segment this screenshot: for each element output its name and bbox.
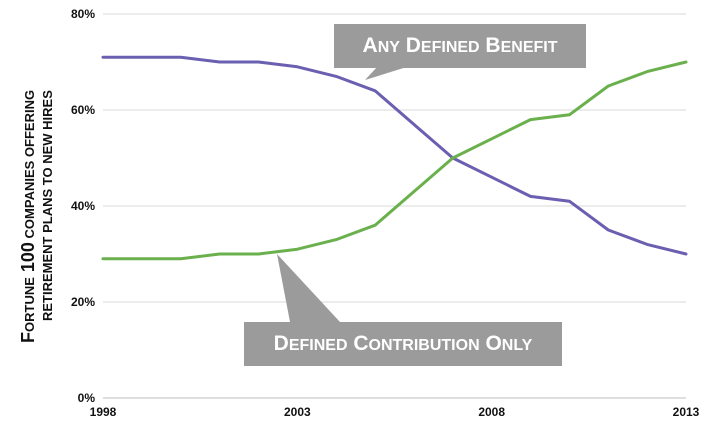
x-axis-ticks: 1998 2003 2008 2013 [90,405,700,419]
y-tick-label: 80% [71,7,95,21]
series-line-1 [101,60,688,261]
y-tick-label: 60% [71,103,95,117]
callout-defined-contribution-label: DEFINED CONTRIBUTION ONLY [274,332,533,355]
callout-defined-benefit: ANY DEFINED BENEFIT [334,24,586,80]
callouts: ANY DEFINED BENEFIT DEFINED CONTRIBUTION … [244,24,586,366]
gridlines [103,13,686,303]
series-lines [101,55,688,261]
x-tick-label: 2008 [478,405,505,419]
x-tick-label: 2003 [284,405,311,419]
callout-defined-contribution-pointer [277,254,340,322]
x-tick-label: 2013 [673,405,700,419]
x-tick-label: 1998 [90,405,117,419]
y-axis-label: FORTUNE 100 COMPANIES OFFERING RETIREMEN… [18,85,55,343]
y-axis-ticks: 0% 20% 40% 60% 80% [71,7,95,405]
callout-defined-contribution: DEFINED CONTRIBUTION ONLY [244,254,562,366]
y-axis-label-line2: RETIREMENT PLANS TO NEW HIRES [40,90,55,321]
callout-defined-benefit-label: ANY DEFINED BENEFIT [363,34,558,57]
series-line-0 [101,55,688,256]
y-axis-label-line1: FORTUNE 100 COMPANIES OFFERING [18,90,38,343]
y-tick-label: 40% [71,199,95,213]
callout-defined-benefit-box [334,24,586,68]
callout-defined-benefit-pointer [365,66,410,80]
callout-defined-contribution-box [244,322,562,366]
y-tick-label: 20% [71,295,95,309]
y-tick-label: 0% [78,391,96,405]
